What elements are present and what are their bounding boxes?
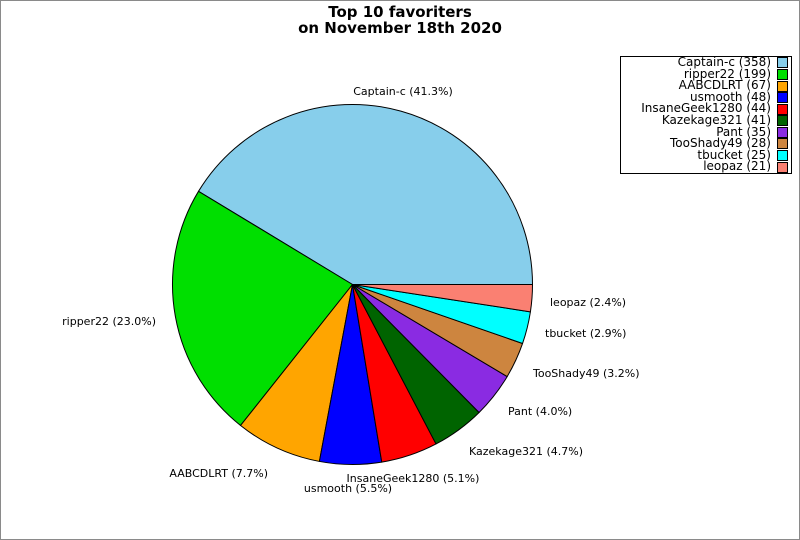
legend-label: Pant (35): [716, 124, 771, 139]
slice-label-Kazekage321: Kazekage321 (4.7%): [469, 445, 583, 458]
legend-item-InsaneGeek1280: InsaneGeek1280 (44): [624, 103, 788, 115]
legend-item-Captain-c: Captain-c (358): [624, 55, 788, 70]
legend-label: Kazekage321 (41): [661, 113, 771, 127]
legend-color-swatch: [777, 150, 788, 162]
legend-color-swatch: [777, 92, 788, 104]
legend-label: leopaz (21): [703, 159, 771, 174]
legend-label: AABCDLRT (67): [678, 78, 771, 93]
chart-title-line2: on November 18th 2020: [298, 19, 502, 37]
pie-slice-Captain-c: [198, 104, 533, 285]
pie-slice-ripper22: [171, 190, 353, 426]
slice-label-tbucket: tbucket (2.9%): [545, 327, 626, 340]
legend-item-tbucket: tbucket (25): [624, 147, 788, 162]
chart-title: Top 10 favoriters on November 18th 2020: [1, 4, 799, 36]
legend-item-usmooth: usmooth (48): [624, 89, 788, 104]
legend-color-swatch: [777, 161, 788, 173]
legend-label: TooShady49 (28): [670, 136, 771, 151]
legend-color-swatch: [777, 103, 788, 115]
legend-item-AABCDLRT: AABCDLRT (67): [624, 78, 788, 93]
slice-label-Pant: Pant (4.0%): [508, 405, 572, 418]
legend-label: ripper22 (199): [683, 66, 771, 81]
slice-label-TooShady49: TooShady49 (3.2%): [532, 367, 640, 380]
pie-slice-leopaz: [352, 284, 533, 313]
slice-label-InsaneGeek1280: InsaneGeek1280 (5.1%): [347, 472, 480, 485]
slice-label-Captain-c: Captain-c (41.3%): [353, 85, 453, 98]
chart-title-line1: Top 10 favoriters: [328, 3, 472, 21]
legend-item-ripper22: ripper22 (199): [624, 66, 788, 81]
legend-color-swatch: [777, 138, 788, 150]
legend-label: Captain-c (358): [677, 55, 771, 70]
legend-color-swatch: [777, 115, 788, 127]
legend-item-Pant: Pant (35): [624, 124, 788, 139]
legend-item-TooShady49: TooShady49 (28): [624, 136, 788, 151]
slice-label-leopaz: leopaz (2.4%): [550, 296, 626, 309]
slice-label-AABCDLRT: AABCDLRT (7.7%): [169, 467, 268, 480]
legend-color-swatch: [777, 80, 788, 92]
legend-item-Kazekage321: Kazekage321 (41): [624, 113, 788, 127]
legend-color-swatch: [777, 57, 788, 69]
legend-box: Captain-c (358) ripper22 (199) AABCDLRT (6…: [620, 56, 792, 174]
slice-label-ripper22: ripper22 (23.0%): [62, 315, 156, 328]
legend-color-swatch: [777, 68, 788, 80]
legend-color-swatch: [777, 126, 788, 138]
legend-label: usmooth (48): [690, 89, 771, 104]
legend-label: InsaneGeek1280 (44): [641, 101, 771, 116]
legend-item-leopaz: leopaz (21): [624, 161, 788, 173]
legend-label: tbucket (25): [697, 147, 771, 162]
slice-label-usmooth: usmooth (5.5%): [304, 482, 392, 495]
